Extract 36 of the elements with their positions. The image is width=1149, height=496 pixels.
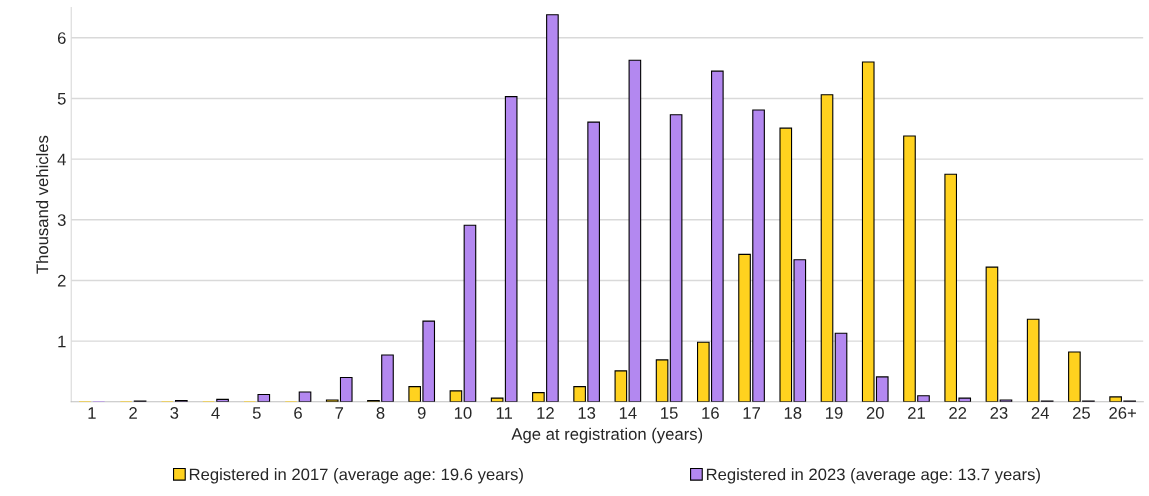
x-tick-label: 1 xyxy=(88,407,96,419)
x-tick-label: 4 xyxy=(211,407,220,419)
legend-label: Registered in 2023 (average age: 13.7 years) xyxy=(706,468,1040,484)
y-tick-label: 1 xyxy=(58,335,66,348)
x-tick-label: 10 xyxy=(454,407,472,419)
x-tick-label: 8 xyxy=(376,407,385,419)
x-tick-label: 16 xyxy=(702,407,719,419)
x-tick-label: 24 xyxy=(1031,407,1049,419)
y-tick-label: 6 xyxy=(57,32,66,44)
y-axis-title: Thousand vehicles xyxy=(36,135,49,274)
x-tick-label: 6 xyxy=(294,407,302,419)
x-tick-label: 18 xyxy=(784,407,802,419)
x-tick-label: 5 xyxy=(252,407,261,419)
x-tick-label: 14 xyxy=(619,407,637,419)
x-tick-label: 21 xyxy=(908,407,925,419)
x-tick-label: 20 xyxy=(866,407,884,419)
x-axis-title: Age at registration (years) xyxy=(511,427,703,444)
x-tick-label: 15 xyxy=(661,407,678,419)
x-tick-label: 2 xyxy=(129,407,137,419)
x-tick-label: 12 xyxy=(537,407,554,419)
x-tick-label: 25 xyxy=(1072,407,1090,419)
x-tick-label: 22 xyxy=(949,407,967,419)
x-tick-label: 23 xyxy=(990,407,1008,419)
x-tick-label: 13 xyxy=(578,407,596,419)
y-tick-label: 5 xyxy=(57,93,66,105)
x-tick-label: 19 xyxy=(826,407,843,419)
y-tick-label: 4 xyxy=(57,153,66,166)
y-tick-label: 2 xyxy=(57,274,66,287)
x-tick-label: 7 xyxy=(335,407,344,419)
x-tick-label: 26+ xyxy=(1109,407,1136,419)
x-tick-label: 9 xyxy=(417,407,426,419)
x-tick-label: 17 xyxy=(743,407,760,419)
x-tick-label: 11 xyxy=(496,407,513,419)
y-tick-label: 3 xyxy=(57,214,66,226)
legend-label: Registered in 2017 (average age: 19.6 years) xyxy=(189,468,523,484)
x-tick-label: 3 xyxy=(170,407,179,419)
